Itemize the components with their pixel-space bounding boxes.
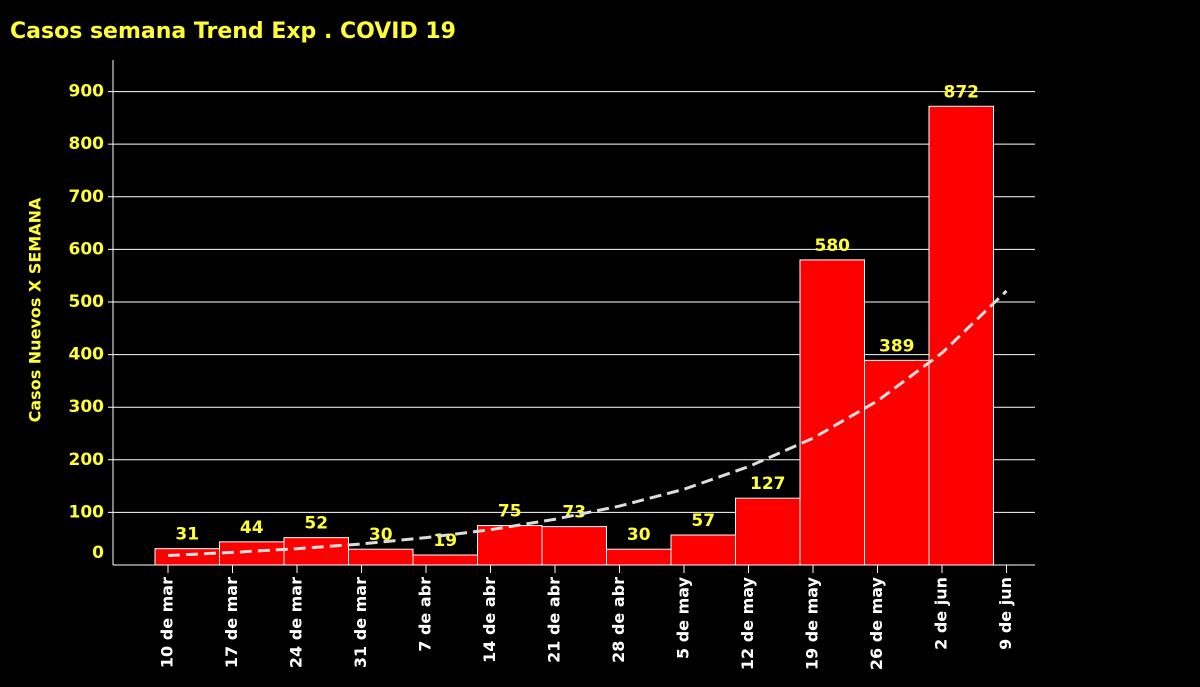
value-label: 389 [879, 336, 915, 356]
bar [670, 534, 736, 566]
x-tick-label: 9 de jun [996, 577, 1015, 650]
x-tick-label: 2 de jun [932, 577, 951, 650]
x-tick-label: 26 de may [867, 576, 886, 670]
y-tick-label: 100 [69, 502, 105, 522]
x-tick-label: 12 de may [738, 576, 757, 670]
value-label: 31 [175, 525, 199, 545]
x-tick-label: 14 de abr [480, 577, 499, 663]
bar [154, 548, 220, 566]
trend-line [167, 289, 1008, 558]
bar [735, 497, 801, 566]
value-label: 580 [815, 236, 851, 256]
y-tick-label: 700 [69, 187, 105, 207]
value-label: 127 [750, 474, 786, 494]
x-tick-label: 10 de mar [158, 577, 177, 668]
x-tick-label: 17 de mar [222, 577, 241, 668]
bar [283, 537, 349, 566]
value-label: 57 [691, 511, 715, 531]
bar [412, 554, 478, 566]
y-tick-label: 400 [69, 345, 105, 365]
x-tick-label: 31 de mar [351, 577, 370, 668]
value-label: 44 [240, 518, 264, 538]
value-label: 30 [627, 525, 651, 545]
y-axis-label: Casos Nuevos X SEMANA [26, 197, 45, 422]
y-tick-label: 500 [69, 292, 105, 312]
x-tick-label: 21 de abr [545, 577, 564, 663]
y-tick-label: 200 [69, 450, 105, 470]
y-tick-label: 800 [69, 134, 105, 154]
bar [864, 359, 930, 566]
bar [477, 525, 543, 566]
x-tick-label: 19 de may [803, 576, 822, 670]
y-tick-label: 0 [92, 543, 104, 563]
bar [799, 259, 865, 566]
y-tick-label: 600 [69, 239, 105, 259]
y-tick-label: 900 [69, 82, 105, 102]
bar [541, 526, 607, 566]
x-tick-label: 7 de abr [416, 577, 435, 652]
bar [348, 548, 414, 566]
y-tick-label: 300 [69, 397, 105, 417]
value-label: 872 [944, 82, 980, 102]
value-label: 52 [304, 514, 328, 534]
value-label: 75 [498, 502, 522, 522]
bar [606, 548, 672, 566]
x-tick-label: 5 de may [674, 576, 693, 659]
x-tick-label: 24 de mar [287, 577, 306, 668]
x-tick-label: 28 de abr [609, 577, 628, 663]
chart-title: Casos semana Trend Exp . COVID 19 [10, 19, 456, 44]
bar [928, 105, 994, 566]
